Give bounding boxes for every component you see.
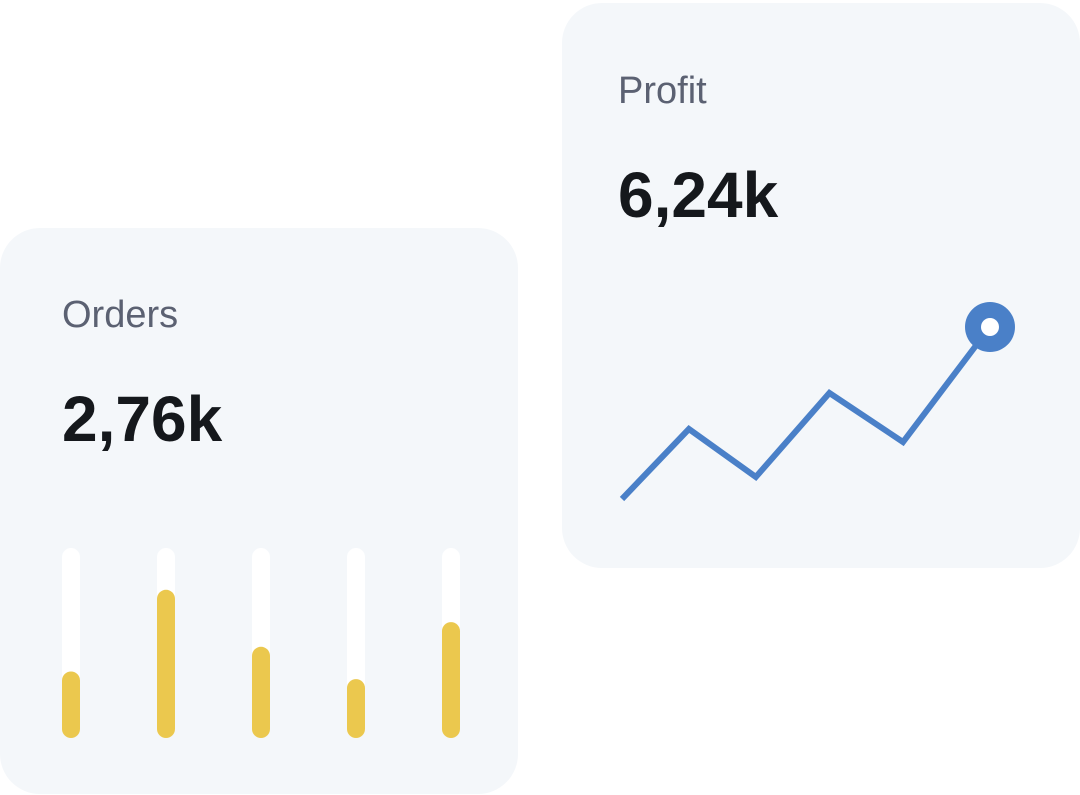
bar: [252, 646, 270, 738]
card-label: Orders: [62, 294, 178, 336]
orders-card: [0, 228, 518, 794]
bar: [62, 671, 80, 738]
card-value: 6,24k: [618, 159, 779, 231]
profit-card: [562, 3, 1080, 568]
line: [619, 325, 993, 502]
bar: [157, 589, 175, 738]
card-label: Profit: [618, 70, 707, 112]
end-marker-center: [981, 318, 999, 336]
bar: [442, 622, 460, 738]
bar: [347, 679, 365, 738]
card-value: 2,76k: [62, 383, 223, 455]
